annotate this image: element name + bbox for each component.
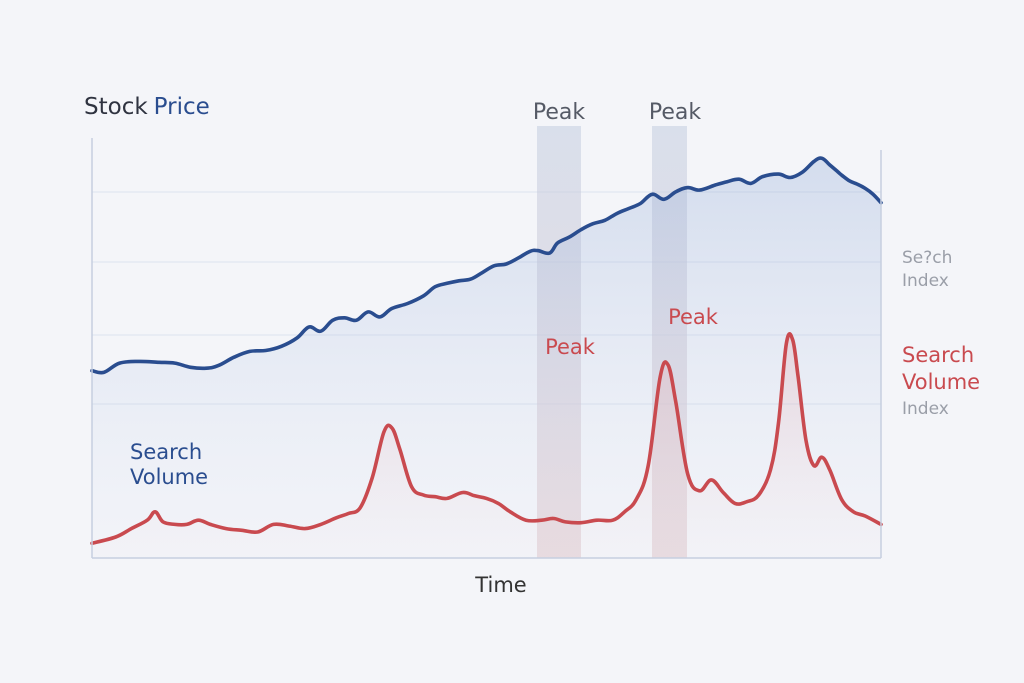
chart-title: Stock Price [84, 94, 210, 120]
peak-annotation-2: Peak [668, 305, 719, 329]
stock-label-word1: Stock [84, 94, 148, 120]
stock-label-word2: Price [154, 94, 210, 120]
right-axis-label-line2: Volume [902, 370, 980, 394]
band-label-2: Peak [649, 100, 701, 125]
series-line-search-volume [90, 331, 883, 546]
right-axis-label-line3: Index [902, 399, 949, 419]
peak-annotation-1: Peak [545, 335, 596, 359]
search-volume-label-line2: Volume [130, 465, 208, 489]
series-lines [90, 156, 883, 546]
band-label-1: Peak [533, 100, 585, 125]
x-axis-label: Time [474, 573, 526, 597]
faded-right-label-line1: Se?ch [902, 248, 952, 268]
axes [91, 138, 882, 559]
faded-right-label-line2: Index [902, 271, 949, 291]
right-axis-label-line1: Search [902, 343, 974, 367]
series-line-stock-price [90, 156, 883, 375]
series-area-1 [92, 333, 881, 558]
search-volume-label-line1: Search [130, 440, 202, 464]
